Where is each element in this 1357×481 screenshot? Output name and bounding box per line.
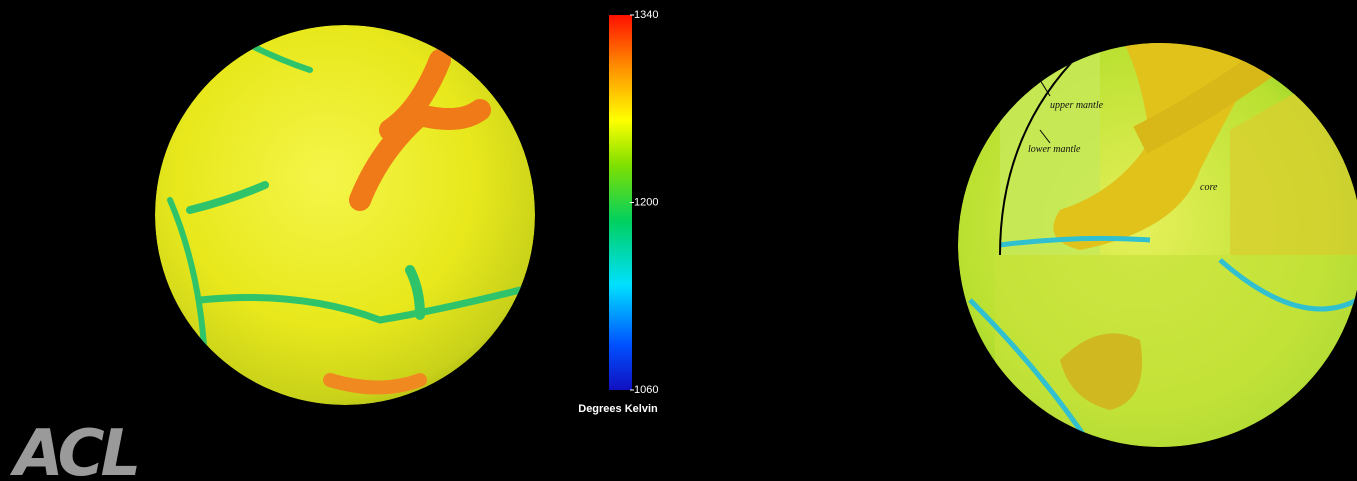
annotation-lower-mantle: lower mantle xyxy=(1028,144,1081,155)
colorbar-label: Degrees Kelvin xyxy=(578,403,658,415)
annotation-core: core xyxy=(1200,182,1218,193)
annotation-upper-mantle: upper mantle xyxy=(1050,100,1104,111)
colorbar-gradient xyxy=(609,15,632,390)
tick-label: 1340 xyxy=(634,9,658,21)
tick-label: 1200 xyxy=(634,196,658,208)
cutaway-sphere xyxy=(958,20,1357,460)
page: Degrees Kelvin 1340 1200 1060 upper mantle… xyxy=(0,0,1357,481)
surface-sphere xyxy=(155,25,535,405)
logo: ACL xyxy=(9,417,138,481)
colorbar: Degrees Kelvin 1340 1200 1060 xyxy=(578,9,658,415)
tick-label: 1060 xyxy=(634,384,658,396)
